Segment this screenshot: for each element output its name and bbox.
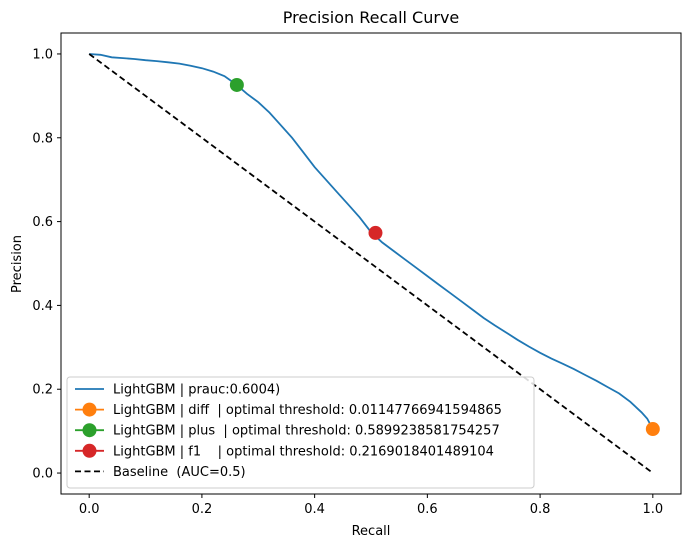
y-tick-label: 0.4 [32,299,53,314]
threshold-point-1 [645,422,660,437]
legend-entry-label: LightGBM | prauc:0.6004) [113,383,280,398]
y-tick-label: 0.2 [32,383,53,398]
x-tick-label: 0.4 [304,502,325,517]
legend-swatch-marker [82,402,97,417]
legend-entry-label: LightGBM | f1 | optimal threshold: 0.216… [113,444,494,459]
y-axis-label: Precision [10,235,25,293]
threshold-point-3 [368,225,383,240]
y-tick-label: 0.8 [32,131,53,146]
legend-swatch-marker [82,443,97,458]
legend-box [66,376,535,489]
x-tick-label: 1.0 [642,502,663,517]
legend-entry-label: Baseline (AUC=0.5) [113,465,246,480]
y-tick-label: 1.0 [32,47,53,62]
y-tick-label: 0.6 [32,215,53,230]
x-axis-label: Recall [352,524,391,539]
chart-title: Precision Recall Curve [283,8,460,27]
x-tick-label: 0.2 [192,502,213,517]
legend-entry-label: LightGBM | diff | optimal threshold: 0.0… [113,403,502,418]
y-tick-label: 0.0 [32,467,53,482]
plot-area [88,53,660,474]
legend: LightGBM | prauc:0.6004) LightGBM | diff … [66,376,535,489]
plot-frame [60,32,682,495]
threshold-point-2 [229,77,244,92]
x-tick-label: 0.8 [530,502,551,517]
x-tick-label: 0.6 [417,502,438,517]
legend-swatch-marker [82,423,97,438]
x-tick-label: 0.0 [79,502,100,517]
legend-entry-label: LightGBM | plus | optimal threshold: 0.5… [113,424,500,439]
baseline-line [88,53,654,474]
pr-curve-line [89,53,654,430]
axes: 0.0 0.2 0.4 0.6 0.8 1.0 0.0 0.2 0.4 0.6 0.8 1.0 [32,32,682,517]
